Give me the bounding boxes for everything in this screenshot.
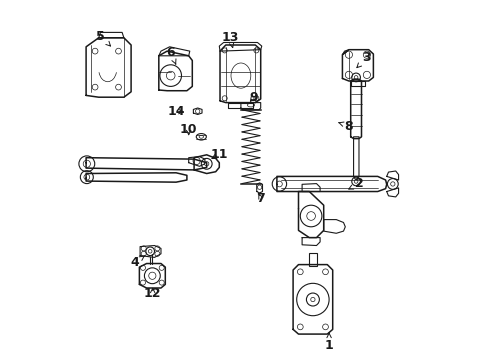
Text: 2: 2 bbox=[348, 177, 364, 190]
Text: 9: 9 bbox=[249, 91, 257, 104]
Text: 10: 10 bbox=[180, 123, 197, 136]
Text: 8: 8 bbox=[338, 120, 352, 132]
Bar bbox=[309, 253, 317, 266]
Text: 11: 11 bbox=[210, 148, 227, 161]
Text: 3: 3 bbox=[356, 51, 370, 68]
Text: 13: 13 bbox=[221, 31, 238, 48]
Text: 4: 4 bbox=[130, 256, 144, 269]
Text: 7: 7 bbox=[256, 192, 264, 204]
Text: 14: 14 bbox=[167, 105, 184, 118]
Text: 5: 5 bbox=[96, 30, 110, 46]
Text: 6: 6 bbox=[166, 46, 176, 64]
Text: 12: 12 bbox=[143, 287, 161, 300]
Text: 1: 1 bbox=[324, 333, 333, 352]
